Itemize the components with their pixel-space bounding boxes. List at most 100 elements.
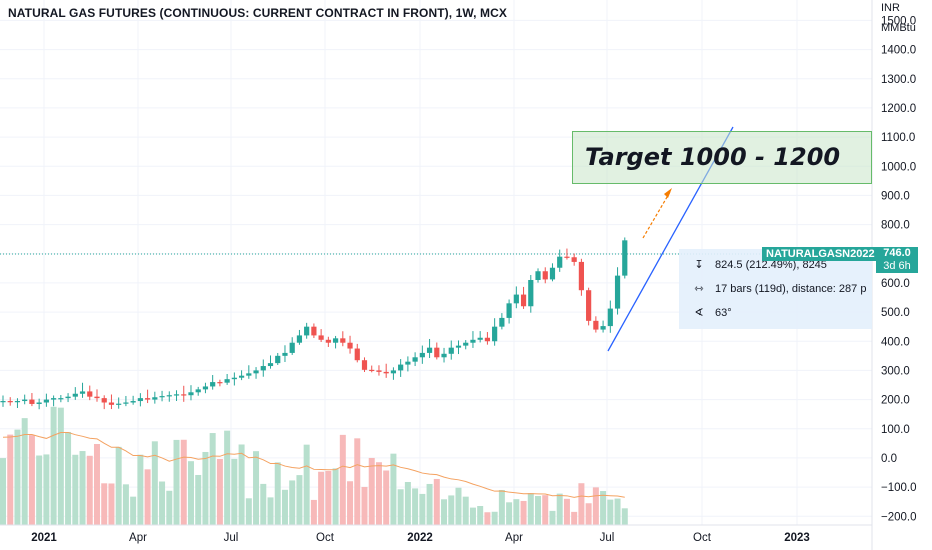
candle-body [528,280,534,307]
volume-bar [542,495,549,525]
volume-bar [368,457,375,525]
currency-label: INR [881,2,900,14]
volume-bar [166,490,173,525]
volume-bar [151,441,158,525]
price-change-text: 824.5 (212.49%), 8245 [715,259,827,271]
volume-bar [585,503,592,525]
time-tick-label: Jul [600,532,615,544]
candle-body [304,326,310,336]
candle-body [383,371,389,374]
candle-body [369,369,375,372]
volume-bar [65,431,72,525]
price-tick-label: 900.0 [881,190,910,202]
volume-bar [549,510,556,525]
volume-bar [0,458,6,525]
volume-bar [144,469,151,525]
price-tick-label: −100.0 [881,482,917,494]
volume-bar [578,483,585,525]
candle-body [188,392,194,396]
volume-bar [79,451,86,525]
volume-bar [614,498,621,525]
volume-bar [43,454,50,525]
time-tick-label: Oct [693,532,712,544]
candle-body [51,398,57,400]
candle-body [296,335,303,343]
volume-bar [159,481,166,525]
volume-bar [209,433,216,525]
price-tick-label: 1000.0 [881,161,916,173]
price-tick-label: 1400.0 [881,45,916,57]
candle-body [267,363,274,367]
volume-bar [122,484,129,525]
volume-bar [477,505,484,525]
candle-body [202,386,209,390]
unit-label: MMBtu [881,22,916,34]
volume-bar [527,493,534,525]
volume-bar [310,499,317,525]
symbol-label: NATURALGASN2022 [762,247,879,261]
candle-body [152,397,158,400]
price-tick-label: 0.0 [881,453,897,465]
volume-bar [274,462,281,525]
volume-bar [347,481,354,525]
candle-body [477,337,483,340]
volume-bar [72,454,79,525]
candle-body [145,398,151,400]
bar-countdown: 3d 6h [883,260,911,272]
candle-body [58,398,64,400]
volume-bar [21,418,28,525]
volume-bar [231,458,238,525]
volume-bar [419,493,426,525]
chart-title: NATURAL GAS FUTURES (CONTINUOUS: CURRENT… [8,6,507,20]
candle-body [14,401,21,403]
candle-body [390,370,397,374]
candle-body [622,240,628,276]
volume-bar [339,434,346,525]
price-tick-label: 200.0 [881,395,910,407]
projection-arrow[interactable] [642,188,672,239]
candle-body [484,337,491,342]
candle-body [578,261,584,291]
volume-bar [513,499,520,525]
target-rectangle[interactable]: Target 1000 - 1200 [572,131,872,184]
candle-body [275,355,281,364]
volume-bar [296,475,303,525]
candle-body [116,403,122,405]
price-change-row: ↧ 824.5 (212.49%), 8245 [691,258,827,271]
volume-bar [115,446,122,525]
volume-bar [318,471,325,525]
candle-body [405,361,411,365]
candle-body [419,352,425,358]
volume-bar [289,480,296,525]
time-tick-label: 2021 [31,532,57,544]
time-axis[interactable]: 2021 Apr Jul Oct 2022 Apr Jul Oct 2023 [31,532,810,544]
price-tick-label: 1500.0 [881,15,916,27]
candle-body [564,256,570,258]
candle-body [470,339,476,343]
candle-body [195,389,201,393]
volume-bar [93,443,100,525]
candle-body [173,394,180,396]
candle-body [520,294,527,307]
angle-icon: ∢ [694,307,704,319]
volume-bar [202,451,209,525]
candle-body [282,352,288,356]
candle-body [238,375,245,378]
price-tick-label: 800.0 [881,220,910,232]
candle-body [311,326,317,336]
volume-bar [600,491,607,525]
price-tick-label: 1300.0 [881,74,916,86]
volume-bar [14,429,21,525]
candle-body [7,401,13,403]
volume-bar [426,483,433,525]
volume-bar [441,499,448,525]
candle-body [434,347,440,358]
candle-body [231,377,237,380]
candle-body [398,364,404,371]
candle-body [506,303,512,318]
price-axis[interactable]: 1500.0 1400.0 1300.0 1200.0 1100.0 1000.0 900.… [881,15,917,523]
volume-bar [50,406,57,525]
volume-bar [375,462,382,525]
candle-body [463,342,469,346]
